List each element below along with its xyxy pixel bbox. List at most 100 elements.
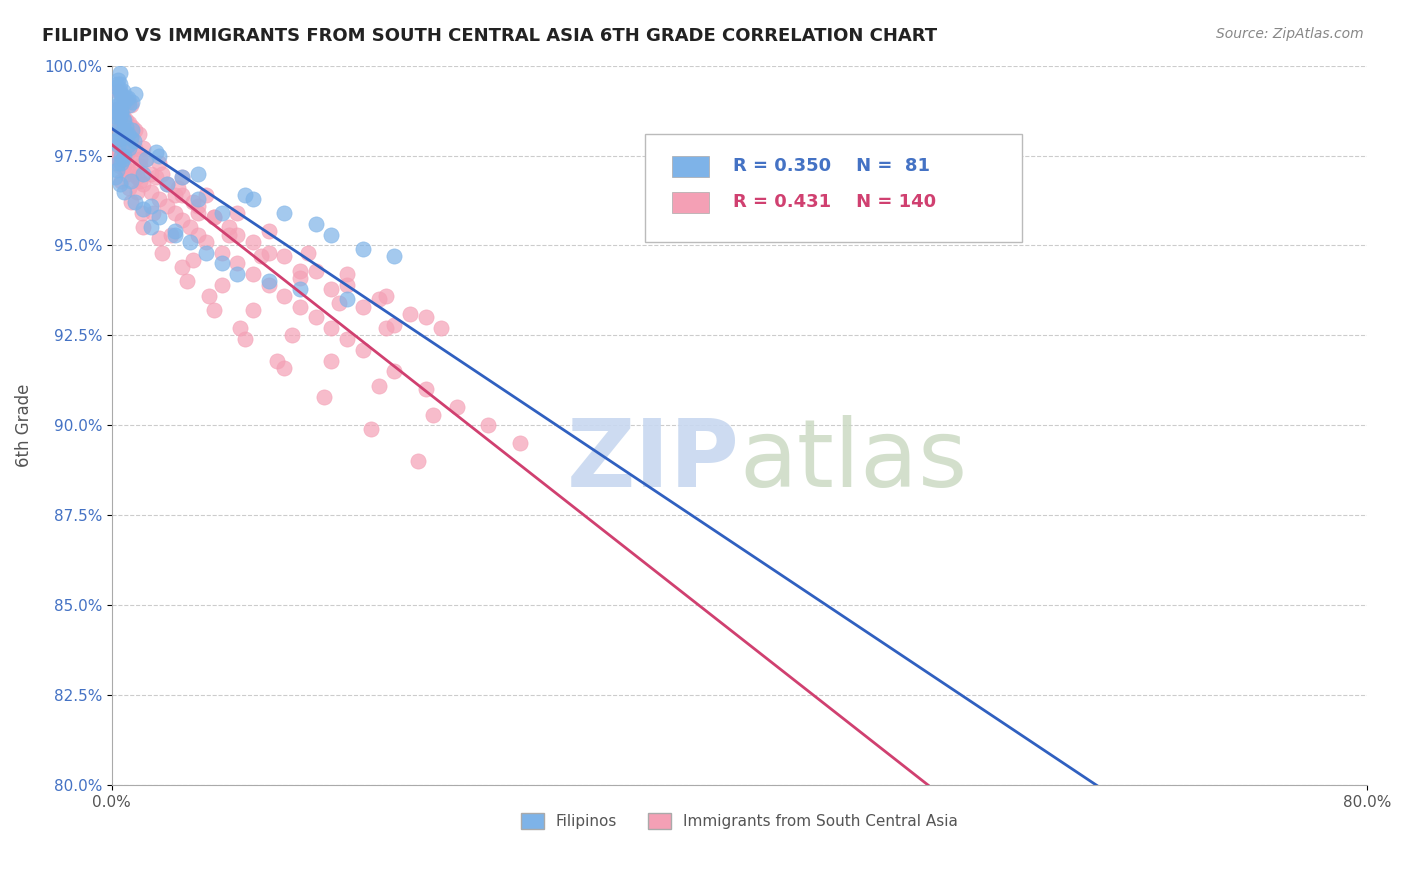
Point — [107, 73, 129, 87]
Point — [105, 105, 128, 120]
Point — [336, 278, 359, 293]
Point — [273, 249, 295, 263]
Point — [288, 270, 311, 285]
Point — [150, 167, 173, 181]
Point — [172, 260, 194, 274]
Point — [120, 195, 142, 210]
Point — [125, 185, 148, 199]
Point — [202, 303, 225, 318]
Point — [382, 364, 405, 378]
Point — [145, 145, 167, 159]
Point — [156, 178, 179, 192]
Point — [281, 328, 304, 343]
Point — [122, 134, 145, 148]
Point — [257, 245, 280, 260]
Point — [172, 213, 194, 227]
Point — [121, 127, 143, 141]
Text: Source: ZipAtlas.com: Source: ZipAtlas.com — [1216, 27, 1364, 41]
Point — [145, 170, 167, 185]
Point — [111, 116, 134, 130]
Point — [108, 105, 131, 120]
Point — [124, 123, 146, 137]
Point — [117, 163, 139, 178]
Text: ZIP: ZIP — [567, 416, 740, 508]
Point — [328, 296, 350, 310]
Point — [422, 408, 444, 422]
Point — [242, 267, 264, 281]
Text: atlas: atlas — [740, 416, 967, 508]
Point — [110, 120, 132, 134]
Point — [288, 282, 311, 296]
Point — [132, 220, 155, 235]
Point — [110, 105, 132, 120]
Point — [129, 174, 152, 188]
Point — [242, 235, 264, 249]
Point — [194, 188, 217, 202]
Point — [111, 112, 134, 127]
Point — [352, 242, 374, 256]
Point — [198, 289, 221, 303]
Point — [112, 148, 135, 162]
Point — [105, 77, 128, 91]
Point — [111, 116, 134, 130]
Point — [111, 152, 134, 166]
Point — [108, 137, 131, 152]
Point — [104, 170, 127, 185]
Point — [105, 102, 128, 116]
Point — [121, 95, 143, 109]
Point — [163, 224, 186, 238]
Point — [135, 152, 157, 166]
Point — [139, 199, 162, 213]
Point — [108, 66, 131, 80]
Point — [183, 195, 205, 210]
Point — [107, 84, 129, 98]
Point — [118, 141, 141, 155]
Point — [108, 127, 131, 141]
Point — [117, 137, 139, 152]
Point — [336, 332, 359, 346]
Point — [112, 123, 135, 137]
FancyBboxPatch shape — [672, 155, 709, 178]
Point — [148, 192, 170, 206]
Point — [321, 353, 343, 368]
Point — [211, 206, 233, 220]
Point — [336, 267, 359, 281]
Point — [104, 134, 127, 148]
Point — [132, 141, 155, 155]
Point — [218, 227, 240, 242]
Point — [108, 130, 131, 145]
Point — [112, 185, 135, 199]
Point — [211, 278, 233, 293]
Point — [107, 102, 129, 116]
Point — [124, 195, 146, 210]
Point — [257, 224, 280, 238]
Point — [122, 167, 145, 181]
Point — [273, 206, 295, 220]
FancyBboxPatch shape — [645, 134, 1022, 242]
Point — [105, 102, 128, 116]
Point — [124, 87, 146, 102]
Point — [108, 120, 131, 134]
Point — [111, 109, 134, 123]
Point — [166, 181, 188, 195]
Point — [218, 220, 240, 235]
Point — [509, 436, 531, 450]
Point — [121, 123, 143, 137]
Point — [111, 84, 134, 98]
Point — [273, 360, 295, 375]
Point — [336, 293, 359, 307]
Y-axis label: 6th Grade: 6th Grade — [15, 384, 32, 467]
Point — [187, 167, 209, 181]
Point — [131, 206, 153, 220]
Point — [117, 127, 139, 141]
Point — [163, 188, 186, 202]
Point — [115, 91, 138, 105]
Point — [115, 120, 138, 134]
Point — [187, 199, 209, 213]
Point — [104, 109, 127, 123]
Point — [105, 105, 128, 120]
Point — [124, 141, 146, 155]
Point — [108, 123, 131, 137]
Point — [104, 148, 127, 162]
Point — [105, 80, 128, 95]
